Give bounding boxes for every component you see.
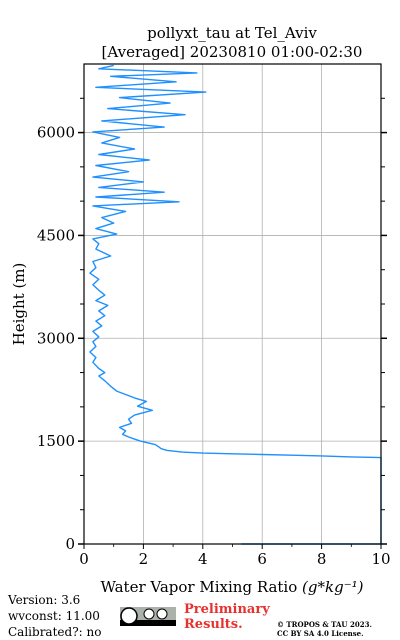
footer-info: Version: 3.6 wvconst: 11.00 Calibrated?:… [8,592,101,640]
x-tick-label: 6 [257,550,267,568]
x-tick-label: 8 [317,550,327,568]
wvconst-text: wvconst: 11.00 [8,609,100,623]
chart-title: pollyxt_tau at Tel_Aviv [147,24,317,42]
chart-subtitle: [Averaged] 20230810 01:00-02:30 [102,43,363,61]
x-axis-label: Water Vapor Mixing Ratio (g*kg⁻¹) [101,578,364,596]
y-tick-label: 3000 [37,329,75,347]
y-tick-label: 4500 [37,226,75,244]
cc-license-badge [120,607,176,626]
x-tick-label: 4 [198,550,208,568]
x-axis-label-unit: (g*kg⁻¹) [302,578,364,596]
data-series [89,64,382,545]
x-tick-label: 0 [79,550,89,568]
version-text: Version: 3.6 [8,593,81,607]
copyright-line-1: © TROPOS & TAU 2023. [277,620,372,629]
copyright-line-2: CC BY SA 4.0 License. [277,629,364,638]
calibrated-text: Calibrated?: no [8,625,102,639]
y-tick-label: 1500 [37,432,75,450]
plot-frame [83,63,382,545]
grid [83,64,382,545]
axis-ticks: 0 2 4 6 8 10 0 1500 3000 4500 6000 [37,97,391,568]
preliminary-line-1: Preliminary [184,602,270,617]
x-axis-label-text: Water Vapor Mixing Ratio [101,578,298,596]
y-tick-label: 6000 [37,124,75,142]
x-tick-label: 10 [371,550,390,568]
copyright-notice: © TROPOS & TAU 2023. CC BY SA 4.0 Licens… [277,620,372,638]
y-tick-label: 0 [65,535,75,553]
x-tick-label: 2 [139,550,149,568]
cc-by-icon [143,608,155,620]
cc-sa-icon [156,608,168,620]
preliminary-line-2: Results. [184,617,243,632]
wv-mixing-ratio-line [89,64,382,545]
preliminary-notice: Preliminary Results. [184,602,270,632]
y-axis-label: Height (m) [10,263,28,346]
